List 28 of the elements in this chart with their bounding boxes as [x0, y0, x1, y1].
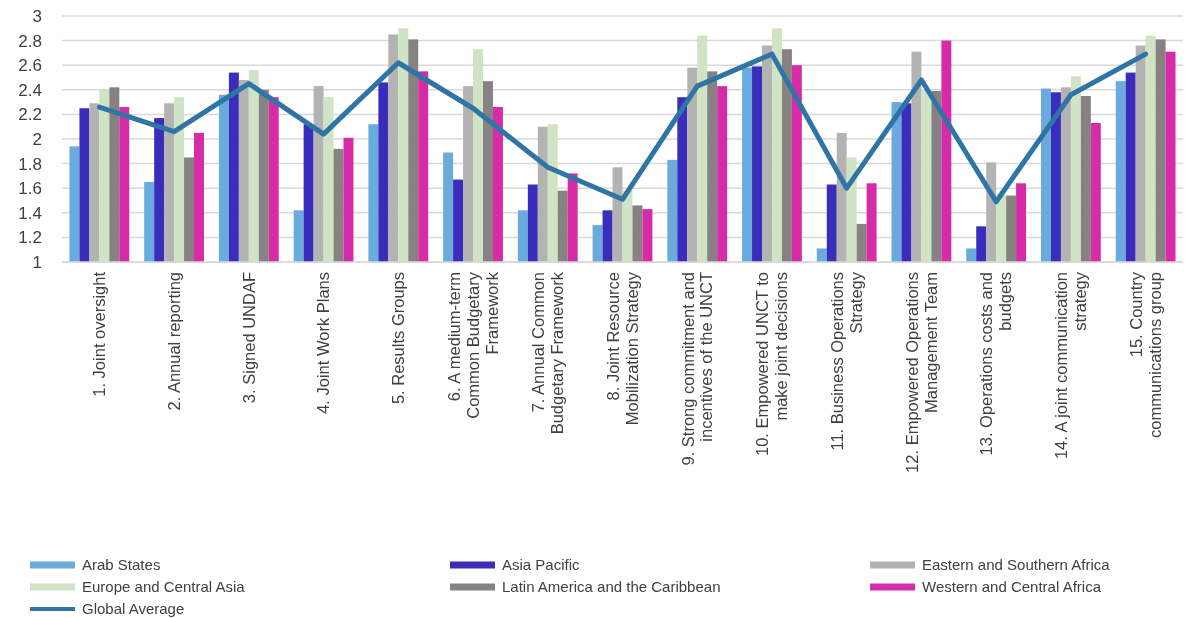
x-tick-label: 3. Signed UNDAF — [239, 272, 258, 404]
y-tick-label: 1 — [32, 252, 42, 272]
x-tick-label: 6. A medium-term Common Budgetary Framework — [444, 271, 501, 419]
legend-label: Latin America and the Caribbean — [502, 578, 721, 596]
y-tick-label: 1.8 — [18, 154, 42, 174]
x-tick-label: 5. Results Groups — [389, 272, 408, 405]
legend-label: Global Average — [82, 600, 185, 618]
x-tick-label: 2. Annual reporting — [164, 272, 183, 411]
legend-label: Arab States — [82, 556, 161, 574]
y-tick-label: 1.2 — [18, 228, 42, 248]
y-tick-label: 1.4 — [18, 203, 42, 223]
y-tick-label: 2.2 — [18, 105, 42, 125]
legend-label: Eastern and Southern Africa — [922, 556, 1111, 574]
x-tick-label: 4. Joint Work Plans — [314, 272, 333, 414]
y-tick-label: 2 — [32, 129, 42, 149]
legend-label: Western and Central Africa — [922, 578, 1102, 596]
x-tick-label: 1. Joint oversight — [90, 271, 109, 397]
y-tick-label: 2.6 — [18, 56, 42, 76]
x-tick-label: 7. Annual Common Budgetary Framework — [529, 271, 567, 435]
y-tick-label: 2.4 — [18, 80, 42, 100]
x-tick-label: 9. Strong commitment and incentives of the UNCT — [678, 272, 716, 466]
y-tick-label: 1.6 — [18, 179, 42, 199]
y-tick-label: 2.8 — [18, 31, 42, 51]
y-tick-label: 3 — [32, 6, 42, 26]
x-tick-label: 13. Operations costs and budgets — [977, 272, 1015, 456]
legend-label: Asia Pacific — [502, 556, 581, 574]
legend-label: Europe and Central Asia — [82, 578, 246, 596]
x-tick-label: 8. Joint Resource Mobilization Strategy — [603, 271, 641, 426]
